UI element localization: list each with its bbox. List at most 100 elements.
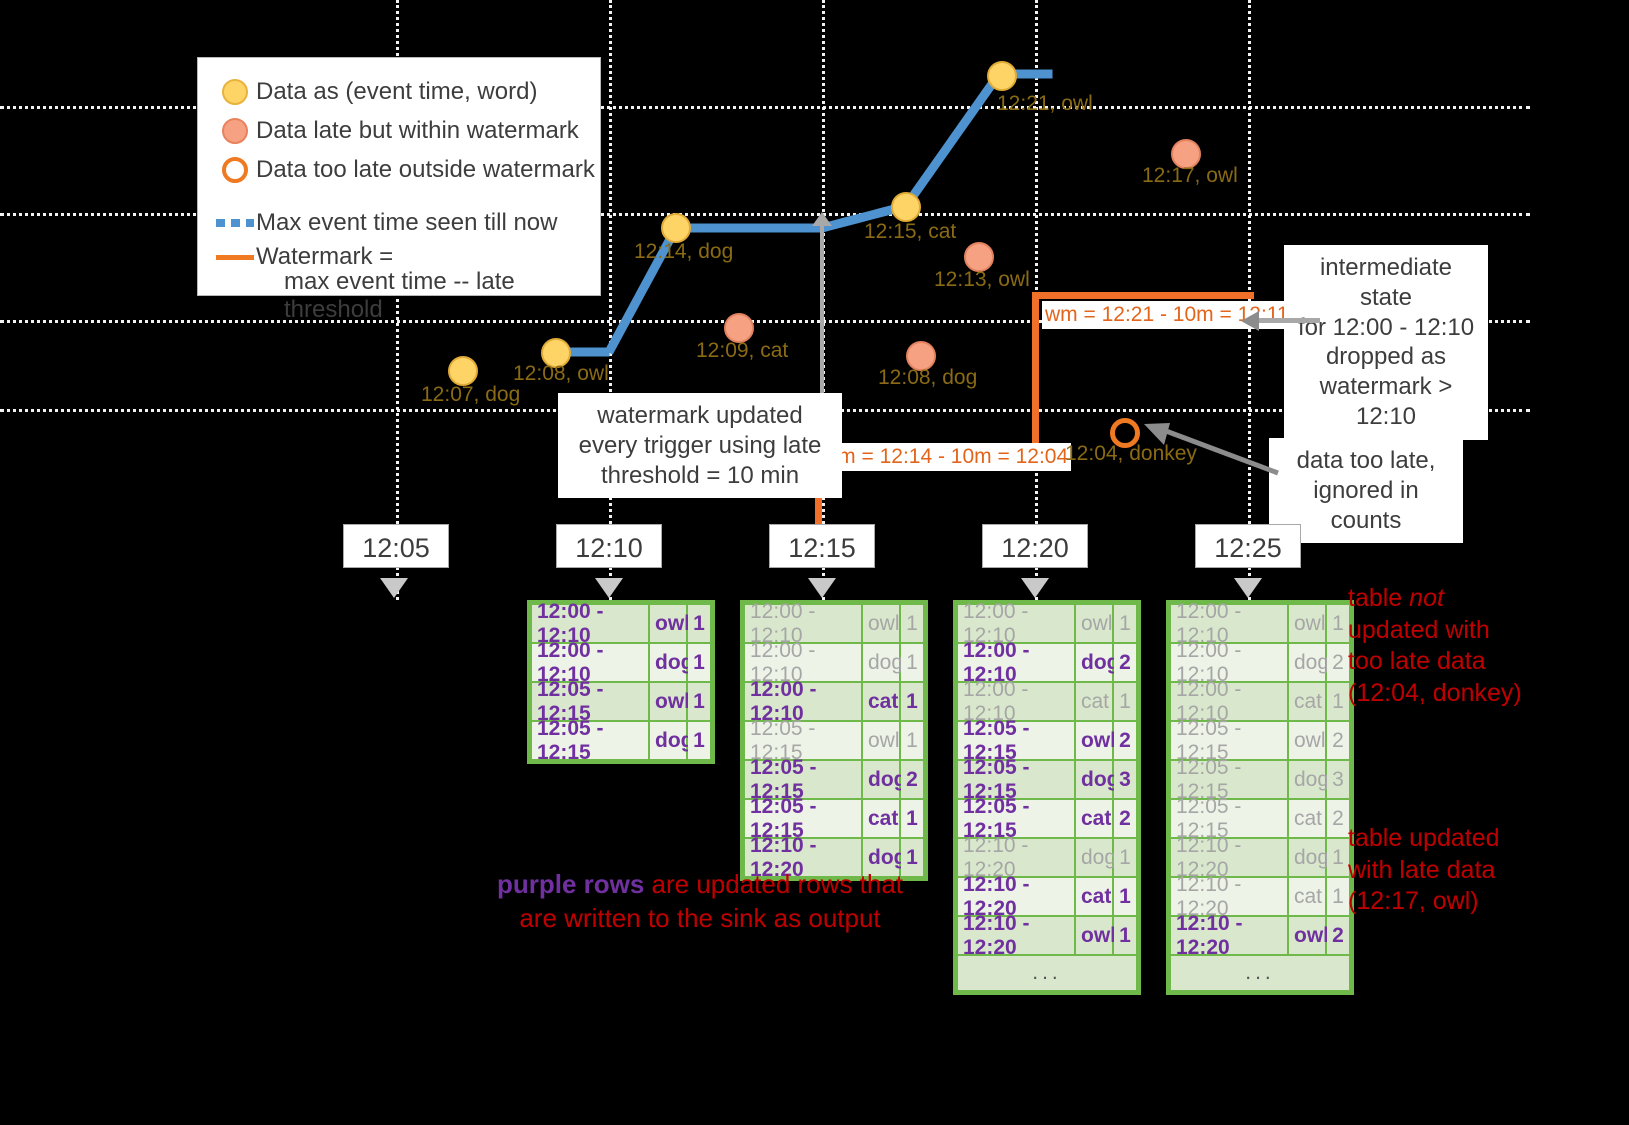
trigger-box-1210[interactable]: 12:10 [556,524,662,568]
table-row: 12:05 - 12:15 cat 1 [745,795,923,842]
note-line: table updated [1348,824,1500,852]
cell-word: dog [1289,761,1329,798]
table-row: 12:00 - 12:10 dog 1 [532,639,710,686]
legend-item-late-within: Data late but within watermark [214,111,588,150]
cell-window: 12:05 - 12:15 [745,717,863,764]
cell-window: 12:05 - 12:15 [532,717,650,764]
cell-window: 12:05 - 12:15 [958,717,1076,764]
data-point-label: 12:07, dog [421,383,521,406]
table-row: 12:10 - 12:20 owl 2 [1171,912,1349,959]
legend-label: Data late but within watermark [256,116,579,144]
data-point-label: 12:21, owl [997,92,1093,115]
data-point-1217-owl[interactable] [1171,139,1201,169]
cell-word: dog [650,722,693,759]
table-row: 12:00 - 12:10 owl 1 [745,600,923,647]
table-row: 12:00 - 12:10 dog 1 [745,639,923,686]
legend-label: Watermark = [256,243,394,271]
cell-window: 12:00 - 12:10 [745,678,863,725]
cell-window: 12:10 - 12:20 [958,912,1076,959]
data-point-1221-owl[interactable] [987,61,1017,91]
cell-count: 1 [901,839,923,876]
table-row: 12:00 - 12:10 owl 1 [958,600,1136,647]
gridline-vertical [1248,0,1251,530]
cell-word: dog [863,761,906,798]
legend-item-on-time: Data as (event time, word) [214,72,588,111]
callout-data-too-late: data too late, ignored in counts [1269,438,1463,544]
data-point-1204-donkey[interactable] [1110,418,1140,448]
watermark-label-lower: wm = 12:14 - 10m = 12:04 [820,443,1072,471]
table-row: 12:00 - 12:10 cat 1 [1171,678,1349,725]
cell-count: 3 [1327,761,1349,798]
purple-rows-rest: are updated rows that [644,869,904,899]
data-point-label: 12:08, owl [513,362,609,385]
cell-window: 12:00 - 12:10 [532,639,650,686]
data-point-1207-dog[interactable] [448,356,478,386]
cell-window: 12:00 - 12:10 [958,600,1076,647]
cell-word: owl [1289,722,1327,759]
cell-count: 1 [1114,917,1136,954]
data-point-1213-owl[interactable] [964,242,994,272]
cell-word: cat [1289,878,1327,915]
trigger-measure-line [820,222,824,444]
table-ellipsis: ... [958,956,1136,990]
cell-word: owl [1289,917,1329,954]
cell-count: 3 [1114,761,1136,798]
table-row: 12:10 - 12:20 owl 1 [958,912,1136,959]
data-point-1208-owl[interactable] [541,338,571,368]
cell-window: 12:05 - 12:15 [1171,717,1289,764]
result-table-1220: 12:00 - 12:10 owl 1 12:00 - 12:10 dog 2 12:00 … [953,600,1141,995]
data-point-label: 12:09, cat [696,339,789,362]
cell-word: dog [650,644,693,681]
data-point-1214-dog[interactable] [661,213,691,243]
callout-arrow-intermediate [1258,318,1320,323]
cell-word: dog [863,644,903,681]
callout-line: ignored in counts [1313,476,1419,534]
cell-word: owl [863,722,901,759]
data-point-1208-dog[interactable] [906,341,936,371]
trigger-box-1205[interactable]: 12:05 [343,524,449,568]
cell-word: dog [1076,644,1119,681]
cell-count: 2 [1327,644,1349,681]
cell-word: dog [1076,839,1116,876]
cell-count: 2 [901,761,923,798]
trigger-box-1215[interactable]: 12:15 [769,524,875,568]
table-row: 12:10 - 12:20 dog 1 [745,834,923,881]
result-table-1225: 12:00 - 12:10 owl 1 12:00 - 12:10 dog 2 12:00 … [1166,600,1354,995]
cell-window: 12:05 - 12:15 [1171,795,1289,842]
cell-word: owl [863,605,901,642]
cell-word: dog [1076,761,1119,798]
cell-count: 1 [688,722,710,759]
trigger-box-1225[interactable]: 12:25 [1195,524,1301,568]
note-line: updated with [1348,615,1490,644]
cell-word: cat [1076,683,1114,720]
data-point-label: 12:13, owl [934,268,1030,291]
trigger-box-1220[interactable]: 12:20 [982,524,1088,568]
cell-window: 12:10 - 12:20 [745,834,863,881]
legend-item-max-event-time: Max event time seen till now [214,203,588,242]
cell-word: cat [1076,878,1114,915]
cell-count: 1 [901,800,923,837]
callout-line: watermark updated [597,402,803,429]
table-row: 12:05 - 12:15 owl 1 [532,678,710,725]
cell-word: owl [1076,722,1116,759]
note-line: with late data [1348,855,1496,884]
cell-count: 2 [1327,800,1349,837]
cell-count: 1 [688,644,710,681]
cell-window: 12:05 - 12:15 [1171,756,1289,803]
arrow-head-down-icon [380,578,408,598]
cell-window: 12:00 - 12:10 [745,639,863,686]
cell-window: 12:10 - 12:20 [958,834,1076,881]
arrow-head-down-icon [1021,578,1049,598]
data-point-1209-cat[interactable] [724,313,754,343]
cell-window: 12:10 - 12:20 [958,873,1076,920]
table-row: 12:05 - 12:15 cat 2 [958,795,1136,842]
orange-solid-line-icon [214,254,256,260]
data-point-label: 12:04, donkey [1065,442,1197,465]
table-row: 12:05 - 12:15 dog 2 [745,756,923,803]
data-point-label: 12:14, dog [634,240,734,263]
cell-word: owl [1076,917,1116,954]
blue-dashed-line-icon [214,218,256,227]
table-row: 12:05 - 12:15 cat 2 [1171,795,1349,842]
data-point-1215-cat[interactable] [891,192,921,222]
